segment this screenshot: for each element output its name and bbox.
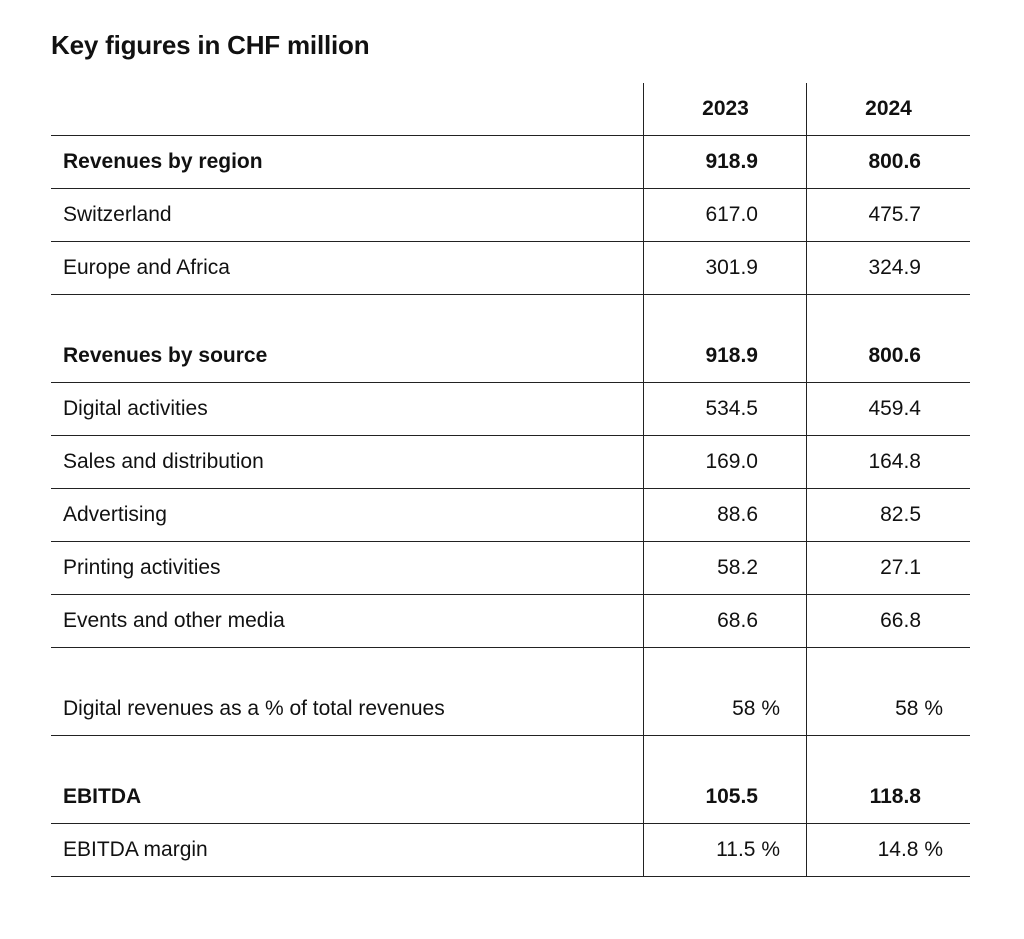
table-row: Revenues by region 918.9 800.6 bbox=[51, 136, 970, 189]
table-row: Sales and distribution 169.0 164.8 bbox=[51, 436, 970, 489]
value-2023: 68.6 bbox=[717, 609, 758, 632]
column-divider-2023 bbox=[643, 83, 644, 876]
value-2024: 475.7 bbox=[868, 203, 921, 226]
row-label: Revenues by source bbox=[63, 344, 268, 367]
row-label: Digital activities bbox=[63, 397, 208, 420]
value-2024: 66.8 bbox=[880, 609, 921, 632]
table-row: Revenues by source 918.9 800.6 bbox=[51, 295, 970, 383]
table-row: Digital activities 534.5 459.4 bbox=[51, 383, 970, 436]
value-2024: 800.6 bbox=[868, 344, 921, 367]
value-2023: 301.9 bbox=[705, 256, 758, 279]
value-2023: 918.9 bbox=[705, 344, 758, 367]
value-2023: 105.5 bbox=[705, 785, 758, 808]
column-divider-2024 bbox=[806, 83, 807, 876]
value-2024: 459.4 bbox=[868, 397, 921, 420]
value-2023: 58.2 bbox=[717, 556, 758, 579]
row-label: Advertising bbox=[63, 503, 167, 526]
table-row: Digital revenues as a % of total revenue… bbox=[51, 648, 970, 736]
value-2024: 164.8 bbox=[868, 450, 921, 473]
value-2024: 58 % bbox=[895, 697, 943, 720]
table-row: Europe and Africa 301.9 324.9 bbox=[51, 242, 970, 295]
value-2023: 169.0 bbox=[705, 450, 758, 473]
row-label: Sales and distribution bbox=[63, 450, 264, 473]
value-2024: 324.9 bbox=[868, 256, 921, 279]
table-header-row: 2023 2024 bbox=[51, 83, 970, 136]
table-row: Advertising 88.6 82.5 bbox=[51, 489, 970, 542]
value-2023: 88.6 bbox=[717, 503, 758, 526]
row-label: Switzerland bbox=[63, 203, 172, 226]
row-label: Printing activities bbox=[63, 556, 221, 579]
page-title: Key figures in CHF million bbox=[51, 30, 370, 60]
value-2024: 27.1 bbox=[880, 556, 921, 579]
value-2023: 11.5 % bbox=[716, 838, 780, 861]
row-label: EBITDA margin bbox=[63, 838, 208, 861]
row-label: Europe and Africa bbox=[63, 256, 230, 279]
value-2023: 534.5 bbox=[705, 397, 758, 420]
table-row: EBITDA margin 11.5 % 14.8 % bbox=[51, 824, 970, 877]
value-2024: 14.8 % bbox=[877, 838, 943, 861]
value-2024: 82.5 bbox=[880, 503, 921, 526]
row-label: Digital revenues as a % of total revenue… bbox=[63, 697, 445, 720]
table-row: Switzerland 617.0 475.7 bbox=[51, 189, 970, 242]
value-2024: 118.8 bbox=[869, 785, 921, 808]
row-label: Events and other media bbox=[63, 609, 285, 632]
row-label: Revenues by region bbox=[63, 150, 263, 173]
value-2023: 617.0 bbox=[705, 203, 758, 226]
table-row: Printing activities 58.2 27.1 bbox=[51, 542, 970, 595]
row-label: EBITDA bbox=[63, 785, 142, 808]
value-2024: 800.6 bbox=[868, 150, 921, 173]
value-2023: 918.9 bbox=[705, 150, 758, 173]
column-header-2024: 2024 bbox=[865, 97, 912, 120]
value-2023: 58 % bbox=[732, 697, 780, 720]
table-row: Events and other media 68.6 66.8 bbox=[51, 595, 970, 648]
table-row: EBITDA 105.5 118.8 bbox=[51, 736, 970, 824]
column-header-2023: 2023 bbox=[702, 97, 749, 120]
